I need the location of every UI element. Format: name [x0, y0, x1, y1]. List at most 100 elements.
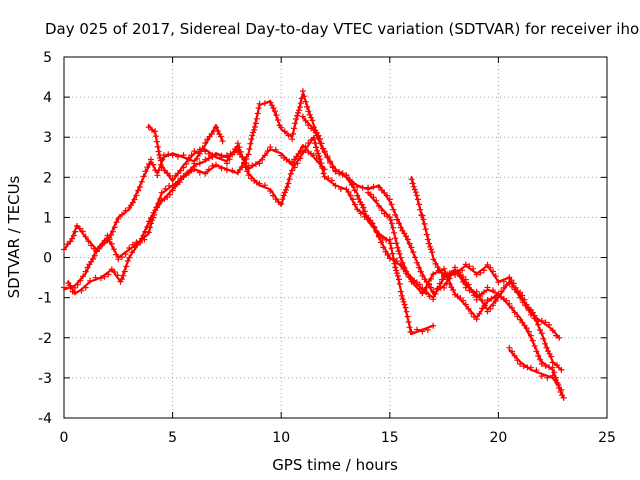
data-point — [118, 254, 125, 261]
data-point — [66, 282, 73, 289]
data-point — [394, 258, 400, 265]
data-point — [291, 125, 297, 132]
data-point — [194, 155, 200, 162]
data-point — [175, 153, 181, 160]
data-point — [153, 138, 160, 145]
data-point — [188, 152, 195, 159]
data-point — [529, 309, 536, 316]
data-point — [537, 356, 543, 363]
data-point — [242, 164, 249, 171]
data-point — [123, 263, 130, 270]
data-point — [480, 267, 487, 274]
data-point — [403, 233, 410, 240]
data-point — [531, 343, 538, 349]
data-layer — [61, 88, 567, 401]
data-point — [492, 273, 499, 279]
y-axis-label: SDTVAR / TECUs — [5, 175, 23, 298]
data-point — [465, 305, 472, 312]
data-point — [512, 284, 519, 291]
data-point — [430, 296, 437, 303]
data-point — [196, 160, 203, 167]
data-point — [424, 326, 431, 333]
data-point — [350, 180, 357, 187]
data-point — [213, 161, 219, 168]
data-point — [202, 140, 209, 146]
data-point — [321, 149, 328, 156]
data-point — [379, 235, 386, 242]
data-point — [120, 272, 127, 279]
data-point — [549, 327, 556, 334]
y-tick-label: 5 — [43, 50, 52, 66]
data-point — [156, 167, 162, 174]
data-point — [473, 288, 480, 295]
data-point — [425, 240, 432, 247]
data-point — [419, 328, 426, 335]
data-point — [388, 245, 395, 252]
data-point — [480, 289, 487, 296]
data-point — [460, 279, 467, 285]
data-point — [354, 184, 361, 190]
data-point — [395, 248, 402, 255]
data-point — [145, 124, 152, 131]
data-point — [234, 140, 241, 147]
data-point — [378, 207, 385, 214]
data-point — [245, 172, 252, 179]
data-point — [284, 184, 291, 191]
data-point — [549, 372, 556, 379]
data-point — [457, 273, 464, 280]
data-point — [394, 270, 400, 277]
data-point — [471, 292, 477, 299]
data-point — [252, 120, 259, 127]
data-point — [79, 228, 86, 235]
data-point — [319, 165, 326, 172]
data-point — [533, 348, 540, 355]
data-point — [131, 196, 138, 203]
data-point — [452, 272, 458, 278]
data-point — [394, 244, 401, 251]
data-point — [299, 113, 306, 120]
data-point — [391, 229, 398, 236]
data-point — [142, 228, 149, 235]
data-point — [369, 220, 376, 227]
data-point — [244, 168, 251, 175]
data-point — [387, 240, 394, 247]
data-point — [245, 151, 252, 158]
data-point — [554, 362, 560, 369]
data-point — [370, 194, 377, 201]
data-point — [61, 246, 67, 253]
data-point — [226, 156, 233, 163]
data-point — [415, 196, 421, 203]
data-point — [384, 213, 391, 220]
data-point — [476, 292, 483, 299]
data-point — [511, 352, 518, 359]
data-point — [533, 367, 540, 374]
data-point — [405, 319, 412, 325]
data-point — [241, 159, 247, 166]
data-point — [280, 192, 287, 199]
data-point — [395, 276, 402, 283]
data-point — [154, 143, 161, 150]
data-point — [142, 168, 149, 175]
data-point — [177, 167, 184, 174]
data-point — [498, 288, 505, 295]
y-tick-label: 3 — [43, 130, 52, 146]
data-point — [438, 269, 445, 276]
data-point — [402, 304, 409, 311]
data-point — [553, 332, 559, 339]
data-point — [509, 348, 515, 355]
data-point — [292, 120, 298, 127]
data-point — [473, 271, 480, 278]
data-point — [351, 187, 358, 194]
data-point — [337, 186, 344, 192]
data-point — [430, 322, 437, 329]
data-point — [397, 288, 404, 295]
data-point — [115, 256, 122, 263]
data-point — [64, 241, 71, 248]
data-point — [138, 178, 145, 185]
data-point — [487, 264, 494, 271]
data-point — [332, 182, 339, 189]
data-point — [490, 302, 496, 309]
data-point — [318, 140, 324, 147]
data-point — [428, 275, 435, 282]
data-point — [396, 250, 403, 257]
